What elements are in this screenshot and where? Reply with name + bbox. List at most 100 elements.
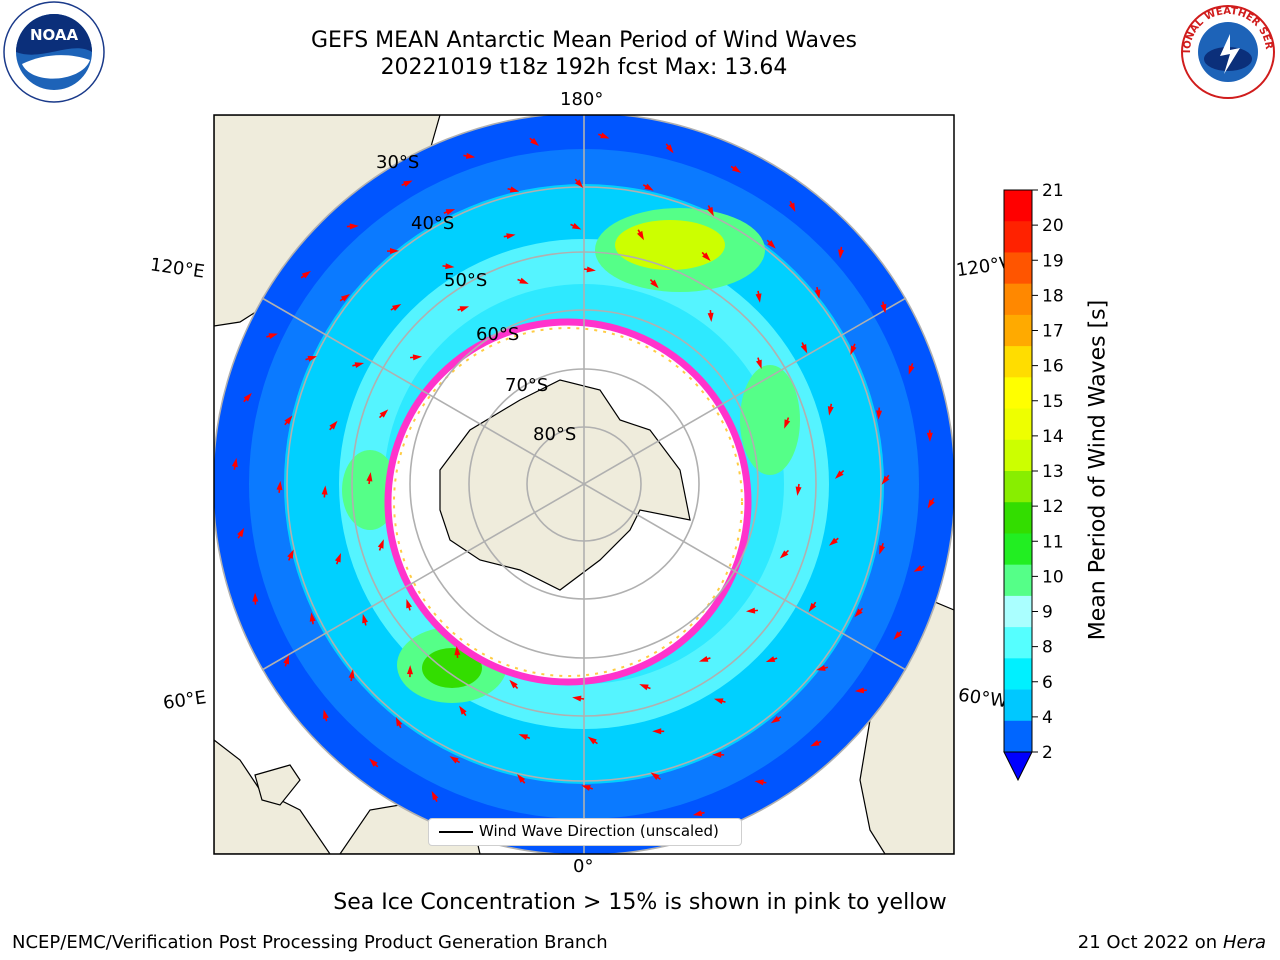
lat-label-50s: 50°S	[444, 270, 488, 291]
wind-wave-arrowhead	[283, 654, 290, 665]
wind-wave-arrowhead	[243, 392, 252, 402]
wind-wave-arrowhead	[322, 709, 329, 719]
wind-wave-arrowhead	[834, 470, 844, 479]
wind-wave-arrowhead	[755, 293, 762, 303]
colorbar-tick-label: 18	[1042, 286, 1064, 306]
colorbar: 2 4 6 8 9 10 11 12 13 14 15 16 17 18 19 20 21	[1003, 181, 1064, 782]
wind-wave-arrowhead	[506, 233, 516, 240]
wind-wave-arrowhead	[349, 223, 359, 230]
colorbar-label: Mean Period of Wind Waves [s]	[1085, 299, 1111, 641]
colorbar-bin	[1004, 533, 1032, 566]
wind-wave-arrowhead	[650, 772, 660, 781]
lat-label-30s: 30°S	[376, 152, 420, 173]
chart-title: GEFS MEAN Antarctic Mean Period of Wind …	[311, 28, 857, 53]
colorbar-tick-label: 20	[1042, 216, 1064, 236]
colorbar-tick-label: 6	[1042, 673, 1053, 693]
wind-wave-arrowhead	[880, 303, 887, 314]
wind-wave-arrowhead	[309, 612, 316, 622]
lat-label-40s: 40°S	[411, 213, 455, 234]
wind-wave-arrowhead	[301, 270, 311, 279]
wind-wave-arrowhead	[395, 716, 403, 727]
wind-wave-arrowhead	[698, 655, 709, 662]
wind-wave-arrowhead	[893, 631, 902, 640]
noaa-logo-text: NOAA	[30, 26, 79, 44]
wind-wave-arrowhead	[348, 669, 355, 679]
colorbar-bin	[1004, 564, 1032, 597]
colorbar-bin	[1004, 439, 1032, 472]
colorbar-bin	[1004, 627, 1032, 659]
colorbar-tick-label: 14	[1042, 427, 1064, 447]
wind-wave-arrowhead	[276, 480, 283, 491]
wind-wave-arrowhead	[879, 545, 886, 555]
wind-wave-arrowhead	[838, 249, 845, 259]
wind-wave-arrowhead	[827, 406, 834, 416]
wind-wave-arrowhead	[519, 277, 529, 284]
wind-wave-arrowhead	[389, 248, 400, 255]
wind-wave-arrowhead	[575, 179, 584, 188]
wind-wave-arrowhead	[644, 183, 654, 191]
colorbar-tick-label: 13	[1042, 462, 1064, 482]
colorbar-bin	[1004, 190, 1032, 222]
wind-wave-arrowhead	[745, 607, 756, 614]
wind-wave-arrowhead	[713, 698, 724, 705]
wind-wave-arrowhead	[770, 715, 781, 724]
wind-wave-arrowhead	[517, 773, 526, 783]
wind-wave-arrowhead	[449, 756, 459, 764]
colorbar-bin	[1004, 471, 1032, 503]
wind-wave-arrowhead	[334, 553, 341, 563]
wind-wave-arrowhead	[767, 240, 776, 249]
wind-wave-arrowhead	[808, 602, 817, 612]
wind-wave-arrowhead	[850, 345, 857, 355]
wind-wave-arrowhead	[237, 527, 245, 538]
wind-wave-arrowhead	[307, 355, 318, 362]
wind-wave-arrowhead	[287, 549, 294, 559]
credit-date: 21 Oct 2022 on	[1077, 932, 1223, 953]
colorbar-bin	[1004, 252, 1032, 285]
colorbar-bin	[1004, 720, 1032, 753]
lat-label-60s: 60°S	[476, 324, 520, 345]
colorbar-tick-label: 16	[1042, 357, 1064, 377]
graticule	[214, 115, 954, 854]
wind-wave-arrowhead	[377, 539, 384, 549]
lat-label-70s: 70°S	[505, 375, 549, 396]
legend-entry: Wind Wave Direction (unscaled)	[479, 822, 719, 840]
colorbar-bin	[1004, 408, 1032, 441]
wind-wave-arrowhead	[913, 564, 923, 572]
wind-wave-arrowhead	[908, 365, 915, 375]
lon-label-180: 180°	[560, 89, 604, 110]
wind-wave-arrowhead	[814, 289, 821, 299]
colorbar-bin	[1004, 658, 1032, 691]
wind-wave-arrowhead	[321, 485, 328, 495]
colorbar-tick-label: 11	[1042, 532, 1064, 552]
colorbar-bin	[1004, 689, 1032, 722]
colorbar-tick-label: 4	[1042, 708, 1053, 728]
wind-wave-arrowhead	[284, 415, 293, 425]
wind-wave-arrowhead	[362, 613, 369, 624]
colorbar-bin	[1004, 283, 1032, 316]
colorbar-bin	[1004, 346, 1032, 378]
colorbar-tick-label: 9	[1042, 603, 1053, 623]
wind-wave-arrowhead	[731, 165, 742, 173]
wind-wave-arrowhead	[927, 499, 935, 509]
wind-wave-arrowhead	[755, 359, 762, 370]
credit-right: 21 Oct 2022 on Hera	[1078, 932, 1266, 953]
colorbar-tick-label: 21	[1042, 181, 1064, 201]
colorbar-tick-label: 15	[1042, 392, 1064, 412]
wind-wave-arrowhead	[712, 751, 722, 758]
wind-wave-arrowhead	[754, 779, 764, 786]
wind-wave-arrowhead	[854, 608, 863, 618]
wind-wave-arrowhead	[707, 206, 714, 217]
wind-wave-arrowhead	[779, 550, 789, 559]
nws-logo-icon: NATIONAL WEATHER SERVICE	[1178, 4, 1275, 99]
wind-wave-arrowhead	[765, 656, 776, 663]
wind-wave-arrowhead	[650, 279, 659, 289]
wind-wave-arrowhead	[459, 705, 467, 715]
colorbar-tick-label: 8	[1042, 638, 1053, 658]
colorbar-bin	[1004, 377, 1032, 410]
wind-wave-arrowhead	[392, 303, 402, 312]
wind-wave-arrowhead	[329, 420, 338, 430]
wind-wave-arrowhead	[637, 230, 644, 241]
wind-wave-arrowhead	[340, 293, 351, 302]
wind-wave-arrowhead	[366, 472, 373, 482]
wind-wave-arrowhead	[639, 684, 649, 691]
